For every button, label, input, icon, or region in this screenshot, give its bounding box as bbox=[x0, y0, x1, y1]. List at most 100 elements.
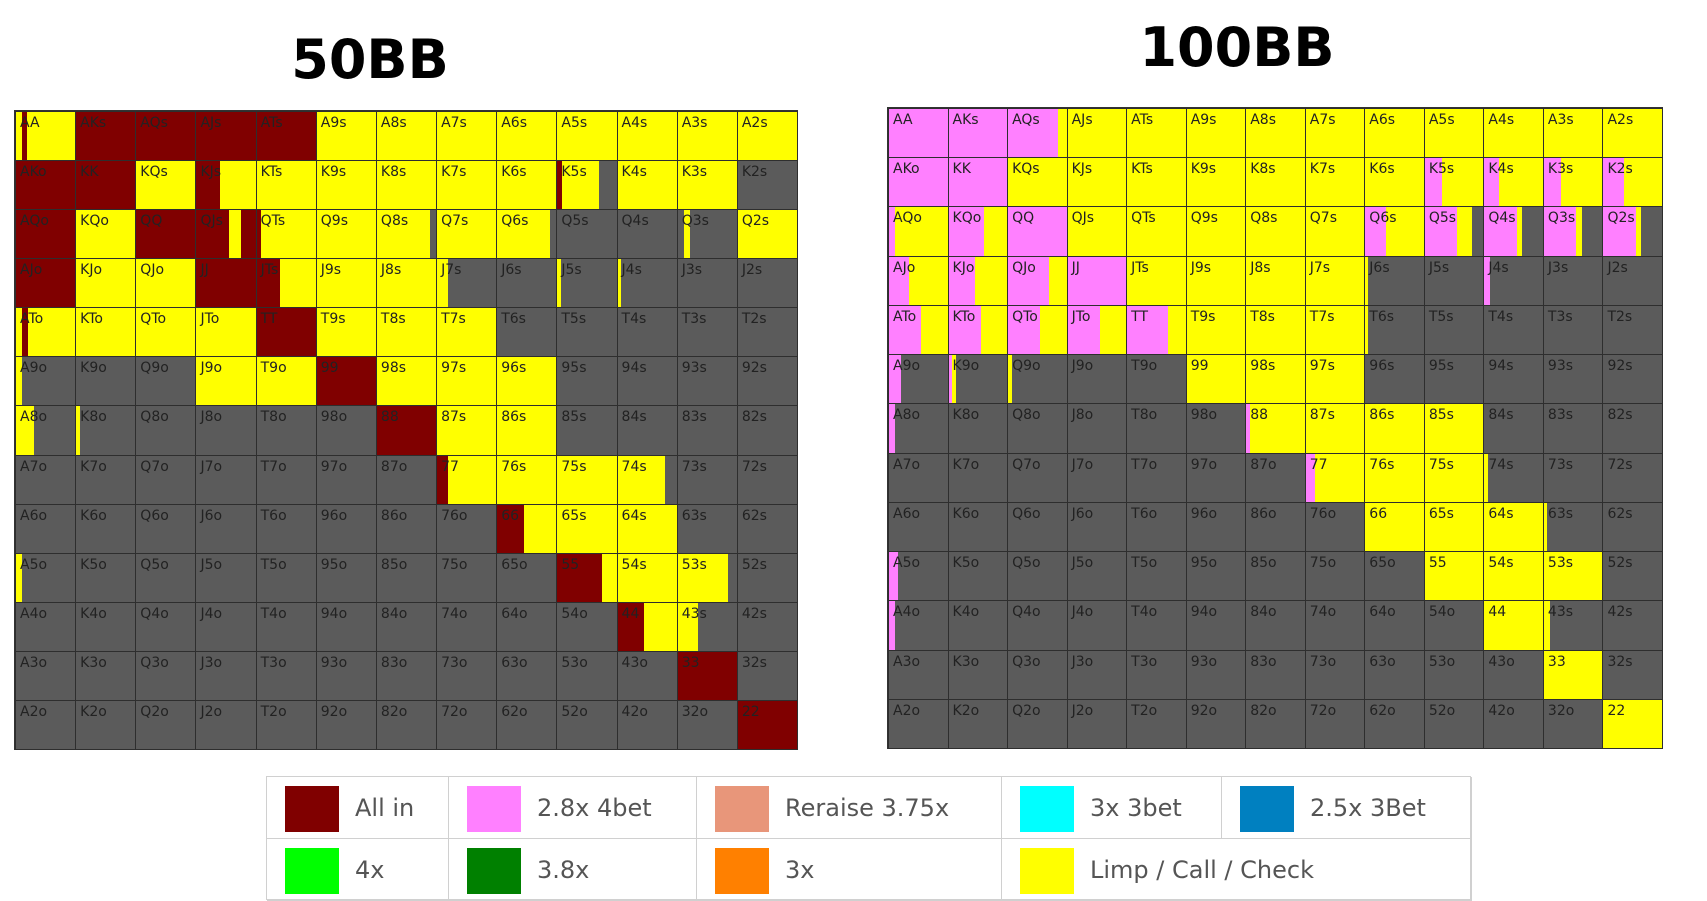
hand-cell: Q7s bbox=[436, 209, 498, 260]
hand-cell-fill bbox=[1603, 355, 1662, 404]
hand-cell: A9s bbox=[1185, 108, 1247, 159]
hand-cell: 97o bbox=[1185, 452, 1247, 503]
hand-cell: 65o bbox=[1364, 551, 1425, 602]
hand-label: J7s bbox=[1309, 259, 1331, 276]
hand-label: 32o bbox=[681, 703, 709, 720]
hand-cell-fill bbox=[437, 553, 497, 602]
hand-cell-fill bbox=[280, 259, 316, 308]
hand-cell-fill bbox=[1246, 453, 1305, 502]
hand-cell-fill bbox=[136, 210, 196, 259]
hand-label: T7o bbox=[1131, 456, 1158, 473]
hand-cell: 77 bbox=[436, 454, 498, 505]
hand-cell: J7o bbox=[195, 454, 257, 505]
hand-label: Q5s bbox=[561, 213, 589, 230]
hand-cell: 73o bbox=[1304, 649, 1366, 700]
hand-label: T3o bbox=[260, 654, 287, 671]
hand-cell: 65o bbox=[496, 552, 558, 603]
hand-cell-fill bbox=[1008, 601, 1067, 650]
hand-cell-fill bbox=[136, 112, 196, 161]
hand-cell-fill bbox=[497, 455, 557, 504]
hand-cell: 98o bbox=[315, 405, 377, 456]
hand-label: J9s bbox=[320, 262, 342, 279]
hand-label: KTo bbox=[80, 311, 103, 328]
hand-cell-fill bbox=[256, 553, 316, 602]
hand-cell: 53o bbox=[556, 650, 618, 701]
hand-label: A5o bbox=[20, 556, 48, 573]
hand-cell-fill bbox=[256, 602, 316, 651]
hand-label: 85s bbox=[1428, 407, 1454, 424]
hand-cell-fill bbox=[256, 308, 316, 357]
hand-cell-fill bbox=[1365, 699, 1424, 748]
hand-label: 95s bbox=[1428, 358, 1454, 375]
hand-cell-fill bbox=[1471, 207, 1484, 256]
hand-cell-fill bbox=[1186, 699, 1246, 748]
hand-cell: KJo bbox=[75, 258, 137, 309]
hand-cell-fill bbox=[437, 700, 497, 749]
hand-cell-fill bbox=[557, 210, 617, 259]
hand-cell: QTo bbox=[1007, 304, 1068, 356]
hand-cell-fill bbox=[1186, 305, 1246, 355]
hand-cell: J4s bbox=[616, 258, 678, 309]
hand-cell: 73s bbox=[1542, 452, 1604, 503]
hand-label: Q6o bbox=[140, 507, 169, 524]
hand-cell: Q3o bbox=[1007, 649, 1068, 700]
hand-cell-fill bbox=[1067, 256, 1127, 305]
hand-label: 64s bbox=[621, 507, 647, 524]
hand-label: 33 bbox=[681, 654, 700, 671]
hand-label: 63o bbox=[1369, 653, 1396, 670]
hand-label: K6o bbox=[952, 505, 980, 522]
hand-cell: K6s bbox=[1364, 157, 1425, 208]
hand-cell: AKo bbox=[888, 157, 949, 208]
hand-cell: 88 bbox=[1245, 403, 1306, 454]
hand-cell: K9s bbox=[315, 160, 377, 211]
hand-cell: 73s bbox=[676, 454, 738, 505]
hand-label: AKo bbox=[20, 164, 47, 181]
legend: All in 2.8x 4bet Reraise 3.75x 3x 3bet 2.5x … bbox=[266, 776, 1472, 901]
hand-cell: JJ bbox=[1066, 255, 1128, 306]
hand-label: T3s bbox=[681, 311, 707, 328]
hand-cell: T4s bbox=[1483, 304, 1544, 356]
hand-cell-fill bbox=[617, 455, 665, 504]
hand-cell-fill bbox=[16, 553, 22, 602]
hand-label: K7o bbox=[80, 458, 107, 475]
hand-cell-fill bbox=[1186, 552, 1246, 601]
hand-cell-fill bbox=[1424, 699, 1484, 748]
hand-cell: T8o bbox=[255, 405, 317, 456]
hand-cell: A9s bbox=[315, 111, 377, 162]
hand-cell: A5o bbox=[888, 551, 949, 602]
legend-label: 2.8x 4bet bbox=[537, 794, 652, 822]
hand-cell: A8s bbox=[1245, 108, 1306, 159]
hand-label: 96o bbox=[1190, 505, 1218, 522]
hand-cell-fill bbox=[76, 455, 136, 504]
hand-label: J3o bbox=[1071, 653, 1094, 670]
hand-cell: 66 bbox=[496, 503, 558, 554]
hand-label: K2o bbox=[80, 703, 107, 720]
hand-label: J9s bbox=[1190, 259, 1212, 276]
hand-cell: Q2o bbox=[1007, 698, 1068, 749]
hand-cell: AA bbox=[15, 111, 77, 162]
hand-cell: Q3s bbox=[676, 209, 738, 260]
hand-cell-fill bbox=[1127, 601, 1186, 650]
hand-label: 62o bbox=[501, 703, 528, 720]
hand-label: T4s bbox=[621, 311, 647, 328]
hand-label: JTs bbox=[1131, 259, 1149, 276]
hand-label: T2o bbox=[1131, 702, 1158, 719]
hand-label: J9o bbox=[200, 360, 223, 377]
hand-cell-fill bbox=[1603, 650, 1662, 699]
hand-label: K3o bbox=[80, 654, 107, 671]
hand-label: 88 bbox=[1250, 407, 1269, 424]
hand-cell: QJo bbox=[1007, 255, 1068, 306]
hand-cell-fill bbox=[557, 455, 617, 504]
hand-cell: T7s bbox=[1304, 304, 1366, 356]
hand-cell-fill bbox=[497, 308, 557, 357]
hand-cell: K5o bbox=[75, 552, 137, 603]
hand-cell-fill bbox=[617, 651, 677, 700]
hand-cell: T6s bbox=[496, 307, 558, 358]
hand-cell: 55 bbox=[556, 552, 618, 603]
hand-label: 77 bbox=[1309, 456, 1328, 473]
hand-cell-fill bbox=[1543, 453, 1603, 502]
hand-label: Q8o bbox=[140, 409, 169, 426]
hand-cell-fill bbox=[889, 601, 895, 650]
hand-cell: T5s bbox=[556, 307, 618, 358]
hand-cell-fill bbox=[447, 259, 497, 308]
